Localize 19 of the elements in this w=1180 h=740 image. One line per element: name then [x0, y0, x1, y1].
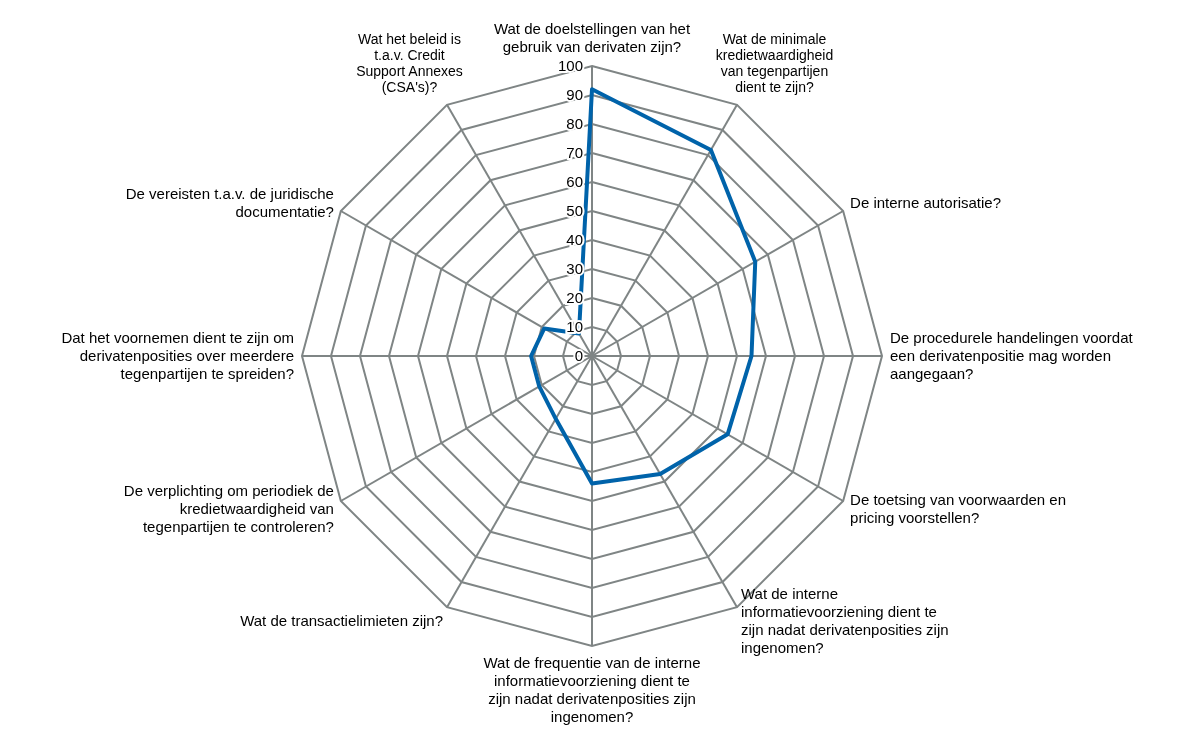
spoke-label: Dat het voornemen dient te zijn om derivatenposities over meerdere tegenpartijen te spreiden? — [61, 329, 294, 382]
spoke-label: Wat de minimale kredietwaardigheid van tegenpartijen dient te zijn? — [715, 30, 834, 95]
spoke-label: De procedurele handelingen voordat een derivatenpositie mag worden aangegaan? — [890, 329, 1134, 382]
spoke-label: De interne autorisatie? — [850, 194, 1002, 211]
y-tick-label: 0 — [574, 347, 583, 364]
y-tick-label: 70 — [566, 144, 583, 161]
y-tick-label: 90 — [566, 86, 583, 103]
spoke-label: De vereisten t.a.v. de juridische documentatie? — [125, 185, 334, 220]
y-tick-label: 100 — [557, 57, 583, 74]
spoke-label: De verplichting om periodiek de kredietwaardigheid van tegenpartijen te controleren? — [123, 482, 334, 535]
spoke-label: Wat het beleid is t.a.v. Credit Support Annexes (CSA's)? — [356, 30, 463, 95]
spoke-label: Wat de transactielimieten zijn? — [240, 612, 443, 629]
spoke-label: De toetsing van voorwaarden en pricing voorstellen? — [850, 491, 1067, 526]
y-tick-label: 80 — [566, 115, 583, 132]
spoke-label: Wat de frequentie van de interne informatievoorziening dient te zijn nadat derivatenposities zijn ingenomen? — [483, 654, 701, 725]
spoke-label: Wat de interne informatievoorziening dient te zijn nadat derivatenposities zijn ingenomen? — [741, 585, 949, 656]
y-tick-label: 50 — [566, 202, 583, 219]
spoke-label: Wat de doelstellingen van het gebruik van derivaten zijn? — [493, 20, 691, 55]
y-tick-label: 60 — [566, 173, 583, 190]
